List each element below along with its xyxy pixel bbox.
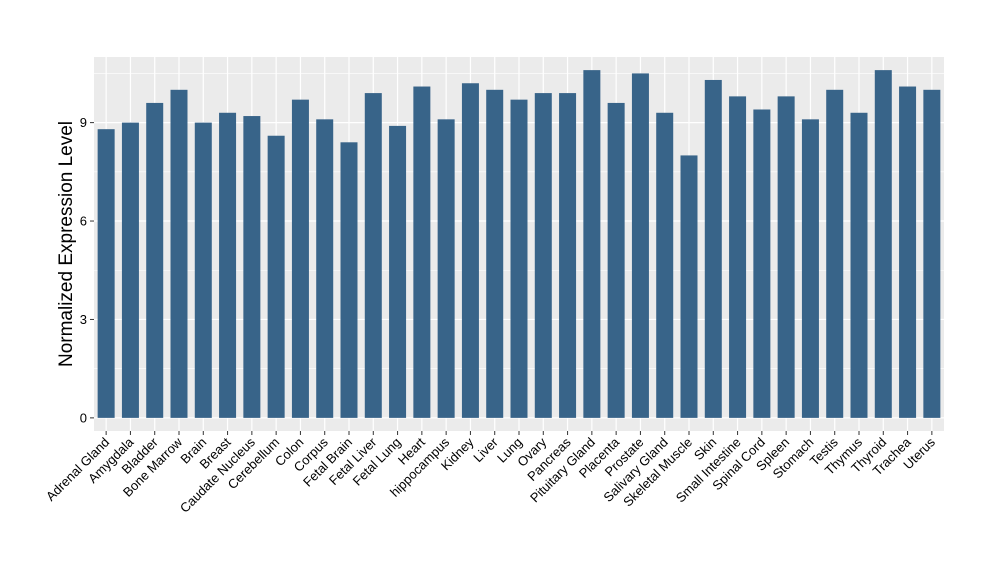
bars [97, 70, 941, 418]
y-axis: 0 3 6 9 [80, 115, 94, 425]
y-tick-label: 0 [80, 410, 87, 425]
bar [753, 109, 771, 418]
bar [899, 86, 917, 418]
y-tick-label: 6 [80, 214, 87, 229]
bar [316, 119, 334, 418]
bar [219, 112, 237, 418]
bar [923, 89, 941, 418]
bar [121, 122, 139, 418]
bar [437, 119, 455, 418]
bar [704, 79, 722, 418]
bar [170, 89, 188, 418]
bar [97, 129, 115, 418]
bar [194, 122, 212, 418]
bar [340, 142, 358, 418]
bar [291, 99, 309, 418]
bar [777, 96, 795, 418]
bar [583, 70, 601, 418]
x-tick-label: Liver [470, 434, 501, 465]
bar [874, 70, 892, 418]
bar [656, 112, 674, 418]
bar [267, 135, 285, 418]
bar [364, 93, 382, 418]
bar [850, 112, 868, 418]
bar [607, 102, 625, 418]
bar [826, 89, 844, 418]
bar [559, 93, 577, 418]
bar [243, 116, 261, 418]
y-tick-label: 9 [80, 115, 87, 130]
y-axis-title: Normalized Expression Level [56, 121, 77, 367]
bar [801, 119, 819, 418]
bar [461, 83, 479, 418]
bar [729, 96, 747, 418]
bar [631, 73, 649, 418]
bar [413, 86, 431, 418]
y-tick-label: 3 [80, 312, 87, 327]
bar [486, 89, 504, 418]
bar [510, 99, 528, 418]
bar [146, 102, 164, 418]
bar [389, 125, 407, 418]
bar [534, 93, 552, 418]
bar [680, 155, 698, 418]
